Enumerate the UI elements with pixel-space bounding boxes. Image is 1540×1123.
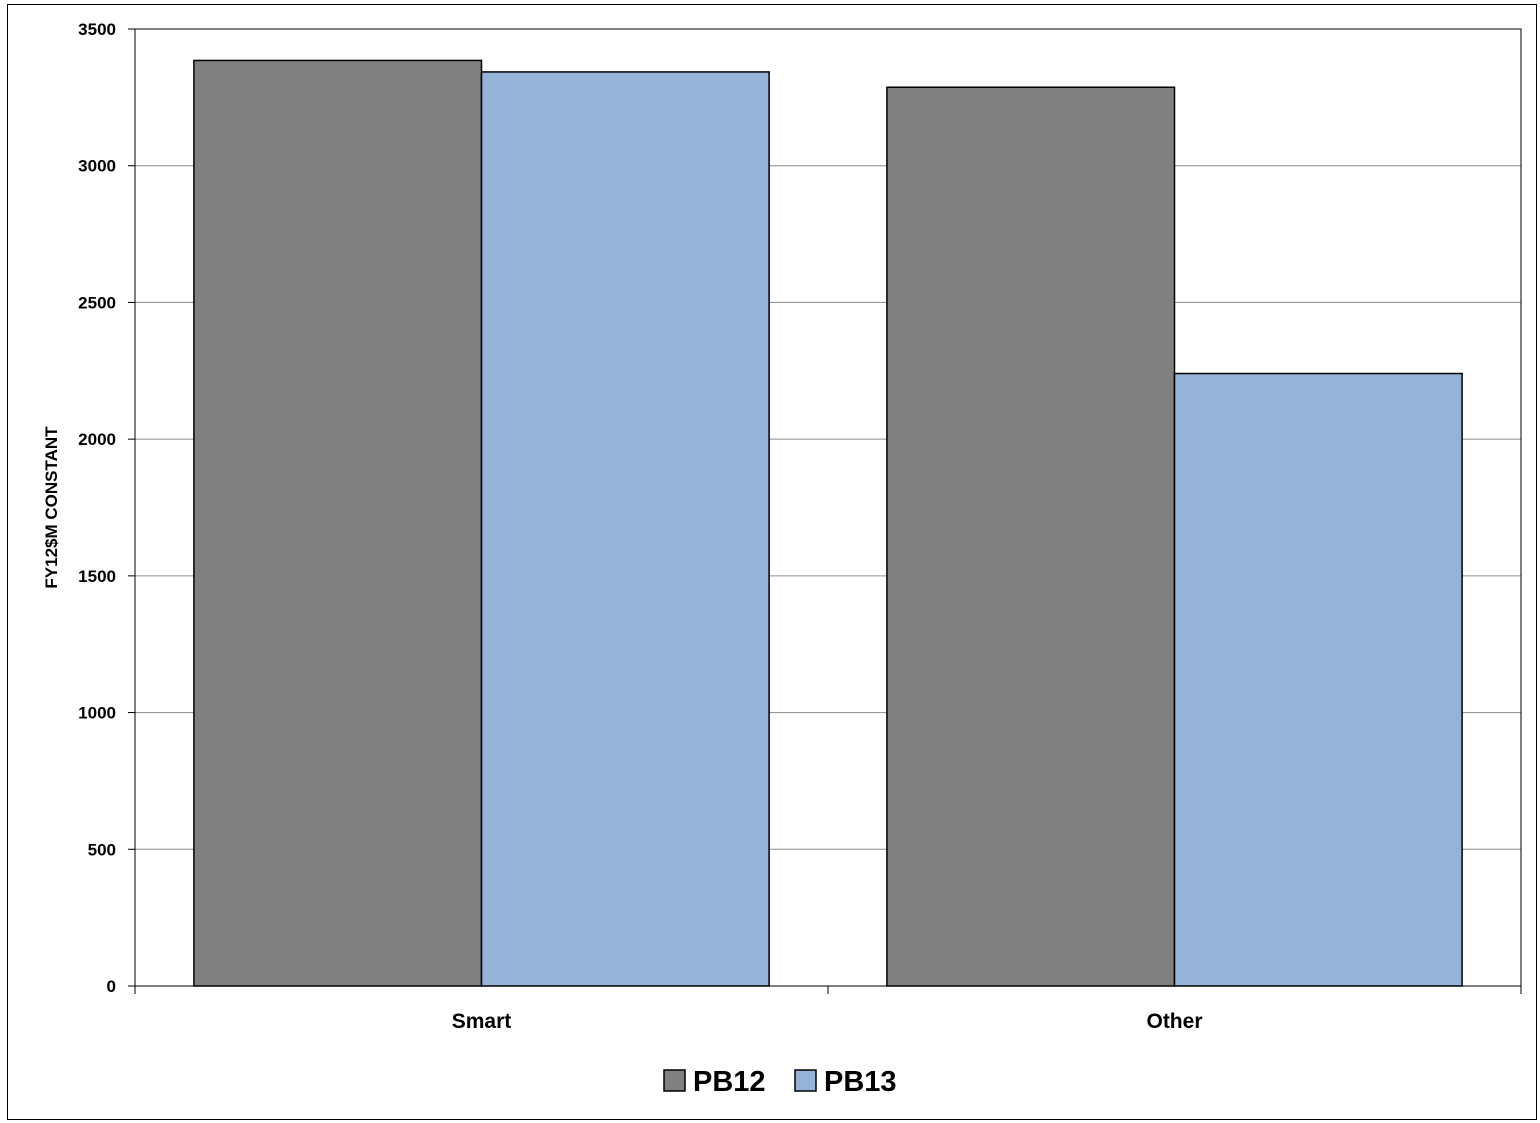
y-tick-label: 0: [107, 977, 116, 996]
legend-label-pb13: PB13: [824, 1066, 897, 1098]
bar-pb12-smart: [193, 59, 483, 987]
y-tick-label: 3500: [78, 20, 116, 39]
y-tick-label: 2500: [78, 293, 116, 312]
bar-pb12-other: [886, 86, 1176, 987]
x-axis: Smart Other: [134, 985, 1522, 1033]
legend-swatch-pb12: [663, 1069, 686, 1092]
bar-pb13-smart: [480, 71, 770, 987]
x-category-label: Smart: [452, 1010, 512, 1033]
y-axis-title: FY12$M CONSTANT: [42, 426, 61, 589]
bars: [193, 59, 1463, 987]
y-tick-label: 3000: [78, 157, 116, 176]
legend-swatch-pb13: [794, 1069, 817, 1092]
legend-label-pb12: PB12: [693, 1066, 766, 1098]
y-tick-label: 2000: [78, 430, 116, 449]
bar-pb13-other: [1173, 372, 1463, 987]
legend: PB12 PB13: [663, 1066, 897, 1098]
y-tick-label: 1500: [78, 567, 116, 586]
y-tick-label: 1000: [78, 704, 116, 723]
y-tick-label: 500: [88, 840, 116, 859]
x-category-label: Other: [1146, 1010, 1202, 1033]
y-axis: 0 500 1000 1500 2000 2500 3000 3500: [78, 20, 136, 996]
